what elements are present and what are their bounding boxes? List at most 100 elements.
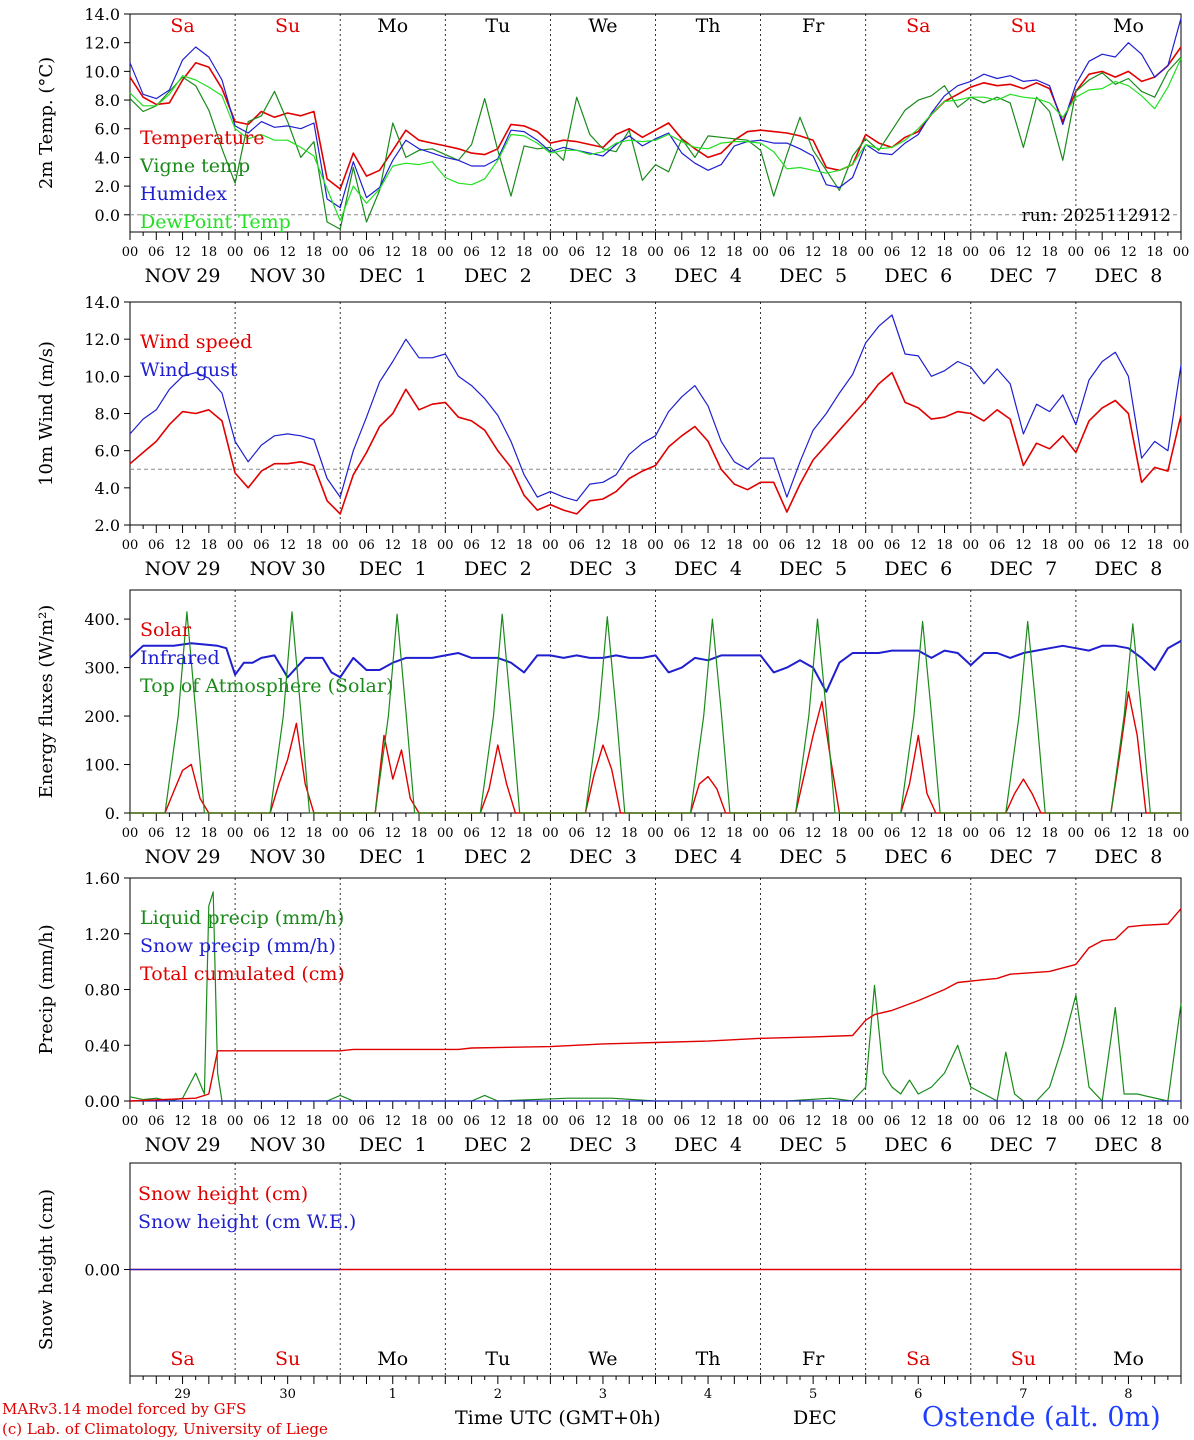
hour-tick-label: 00: [857, 538, 874, 553]
hour-tick-label: 00: [122, 1114, 139, 1129]
hour-tick-label: 18: [1041, 1114, 1058, 1129]
hour-tick-label: 18: [936, 245, 953, 260]
series-line: [129, 314, 1182, 502]
date-label: DEC 4: [674, 846, 742, 868]
day-name: Su: [275, 15, 300, 37]
hour-tick-label: 12: [805, 1114, 822, 1129]
date-label: NOV 29: [145, 1134, 221, 1156]
y-tick-label: 300.: [84, 659, 120, 678]
y-tick-label: 6.0: [95, 120, 120, 139]
y-tick-label: 100.: [84, 756, 120, 775]
hour-tick-label: 18: [936, 826, 953, 841]
hour-tick-label: 12: [490, 1114, 507, 1129]
hour-tick-label: 12: [1120, 245, 1137, 260]
hour-tick-label: 00: [227, 245, 244, 260]
legend-entry: Snow precip (mm/h): [140, 935, 336, 957]
date-label: DEC 2: [464, 265, 532, 287]
hour-tick-label: 18: [201, 826, 218, 841]
day-name: Su: [1011, 15, 1036, 37]
date-label: DEC 4: [674, 265, 742, 287]
hour-tick-label: 06: [358, 245, 375, 260]
hour-tick-label: 12: [700, 1114, 717, 1129]
hour-tick-label: 00: [542, 538, 559, 553]
hour-tick-label: 06: [568, 245, 585, 260]
y-tick-label: 1.60: [84, 869, 120, 888]
day-name: Su: [1011, 1348, 1036, 1370]
day-number-label: 4: [704, 1387, 712, 1402]
hour-tick-label: 12: [384, 538, 401, 553]
legend-entry: Infrared: [140, 647, 220, 669]
hour-tick-label: 18: [1041, 538, 1058, 553]
date-label: DEC 8: [1095, 558, 1163, 580]
date-label: NOV 30: [250, 265, 326, 287]
hour-tick-label: 12: [490, 538, 507, 553]
day-name: Sa: [906, 1348, 930, 1370]
date-label: DEC 4: [674, 1134, 742, 1156]
legend-entry: Snow height (cm): [138, 1183, 308, 1205]
hour-tick-label: 12: [700, 826, 717, 841]
hour-tick-label: 06: [884, 538, 901, 553]
hour-tick-label: 00: [1173, 826, 1190, 841]
hour-tick-label: 06: [358, 538, 375, 553]
hour-tick-label: 12: [279, 826, 296, 841]
y-tick-label: 6.0: [95, 442, 120, 461]
series-line: [129, 56, 1182, 230]
hour-tick-label: 18: [516, 826, 533, 841]
hour-tick-label: 06: [779, 826, 796, 841]
date-label: DEC 6: [884, 1134, 952, 1156]
hour-tick-label: 12: [279, 245, 296, 260]
hour-tick-label: 06: [253, 826, 270, 841]
date-label: DEC 1: [359, 846, 427, 868]
hour-tick-label: 12: [1015, 1114, 1032, 1129]
y-tick-label: 2.0: [95, 516, 120, 535]
hour-tick-label: 12: [595, 1114, 612, 1129]
date-label: NOV 29: [145, 558, 221, 580]
day-name: Fr: [802, 15, 825, 37]
hour-tick-label: 12: [279, 538, 296, 553]
hour-tick-label: 00: [647, 826, 664, 841]
hour-tick-label: 06: [989, 826, 1006, 841]
day-name: Mo: [1113, 15, 1144, 37]
hour-tick-label: 12: [595, 245, 612, 260]
model-credit: MARv3.14 model forced by GFS: [2, 1400, 247, 1418]
hour-tick-label: 00: [1068, 826, 1085, 841]
hour-tick-label: 12: [910, 245, 927, 260]
hour-tick-label: 00: [437, 245, 454, 260]
day-number-label: 2: [494, 1387, 502, 1402]
date-label: DEC 5: [779, 558, 847, 580]
hour-tick-label: 18: [201, 538, 218, 553]
y-tick-label: 0.40: [84, 1036, 120, 1055]
hour-tick-label: 00: [332, 1114, 349, 1129]
date-label: DEC 2: [464, 1134, 532, 1156]
hour-tick-label: 12: [490, 245, 507, 260]
date-label: DEC 2: [464, 558, 532, 580]
series-line: [129, 46, 1182, 190]
y-tick-label: 0.0: [95, 206, 120, 225]
hour-tick-label: 18: [516, 538, 533, 553]
y-tick-label: 8.0: [95, 405, 120, 424]
hour-tick-label: 06: [358, 1114, 375, 1129]
y-tick-label: 14.0: [84, 5, 120, 24]
hour-tick-label: 18: [936, 1114, 953, 1129]
hour-tick-label: 06: [463, 245, 480, 260]
hour-tick-label: 18: [516, 245, 533, 260]
hour-tick-label: 00: [963, 826, 980, 841]
hour-tick-label: 00: [857, 826, 874, 841]
date-label: DEC 6: [884, 846, 952, 868]
panel-3: 0. 100. 200. 300. 400. Energy fluxes (W/m²) 00…: [36, 589, 1190, 868]
series-line: [129, 58, 1182, 222]
hour-tick-label: 00: [1173, 1114, 1190, 1129]
hour-tick-label: 06: [148, 245, 165, 260]
hour-tick-label: 18: [831, 245, 848, 260]
y-tick-label: 0.80: [84, 981, 120, 1000]
date-label: DEC 4: [674, 558, 742, 580]
legend-entry: Temperature: [140, 127, 264, 149]
hour-tick-label: 12: [700, 538, 717, 553]
hour-tick-label: 12: [805, 826, 822, 841]
hour-tick-label: 18: [411, 826, 428, 841]
hour-tick-label: 12: [910, 1114, 927, 1129]
hour-tick-label: 12: [805, 245, 822, 260]
y-tick-label: 12.0: [84, 34, 120, 53]
hour-tick-label: 12: [174, 245, 191, 260]
hour-tick-label: 06: [674, 538, 691, 553]
